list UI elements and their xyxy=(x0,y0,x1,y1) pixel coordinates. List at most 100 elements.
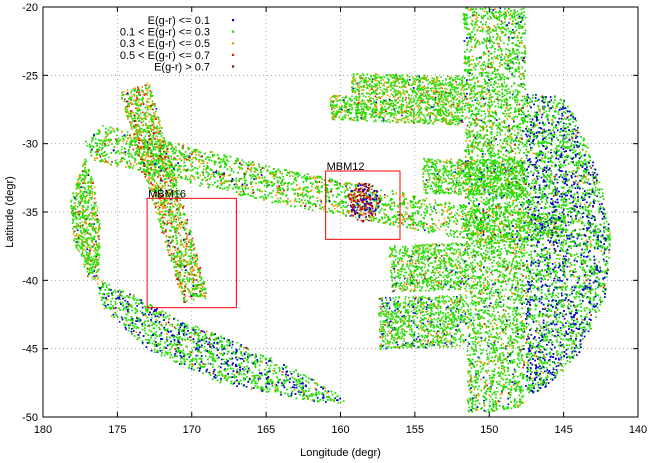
data-point xyxy=(430,227,432,229)
data-point xyxy=(223,175,225,177)
data-point xyxy=(177,171,179,173)
data-point xyxy=(247,188,249,190)
data-point xyxy=(443,225,445,227)
data-point xyxy=(415,228,417,230)
data-point xyxy=(483,230,485,232)
data-point xyxy=(337,182,339,184)
data-point xyxy=(514,220,516,222)
data-point xyxy=(94,159,96,161)
data-point xyxy=(243,161,245,163)
data-point xyxy=(392,193,394,195)
data-point xyxy=(200,152,202,154)
data-point xyxy=(406,227,408,229)
data-point xyxy=(175,179,177,181)
data-point xyxy=(203,174,205,176)
data-point xyxy=(175,165,177,167)
data-point xyxy=(183,156,185,158)
data-point xyxy=(435,202,437,204)
data-point xyxy=(135,159,137,161)
data-point xyxy=(303,181,305,183)
data-point xyxy=(526,224,528,226)
data-point xyxy=(391,202,393,204)
data-point xyxy=(393,202,395,204)
data-point xyxy=(453,207,455,209)
data-point xyxy=(389,219,391,221)
data-point xyxy=(441,223,443,225)
data-point xyxy=(290,205,292,207)
data-point xyxy=(309,206,311,208)
data-point xyxy=(401,222,403,224)
data-point xyxy=(264,185,266,187)
data-point xyxy=(90,150,92,152)
data-point xyxy=(449,221,451,223)
data-point xyxy=(282,193,284,195)
data-point xyxy=(315,205,317,207)
data-point xyxy=(179,165,181,167)
data-point xyxy=(181,154,183,156)
data-point xyxy=(535,226,537,228)
data-point xyxy=(296,184,298,186)
data-point xyxy=(98,139,100,141)
data-point xyxy=(287,198,289,200)
data-point xyxy=(301,177,303,179)
data-point xyxy=(187,149,189,151)
data-point xyxy=(402,194,404,196)
data-point xyxy=(404,199,406,201)
data-point xyxy=(191,159,193,161)
data-point xyxy=(306,178,308,180)
data-point xyxy=(509,227,511,229)
data-point xyxy=(98,129,100,131)
data-point xyxy=(264,190,266,192)
data-point xyxy=(330,191,332,193)
data-point xyxy=(451,234,453,236)
data-point xyxy=(242,164,244,166)
data-point xyxy=(289,175,291,177)
data-point xyxy=(106,153,108,155)
data-point xyxy=(179,158,181,160)
data-point xyxy=(277,198,279,200)
data-point xyxy=(443,210,445,212)
data-point xyxy=(483,212,485,214)
data-point xyxy=(263,199,265,201)
data-point xyxy=(477,236,479,238)
data-point xyxy=(104,161,106,163)
data-point xyxy=(99,149,101,151)
data-point xyxy=(303,176,305,178)
data-point xyxy=(439,229,441,231)
data-point xyxy=(527,233,529,235)
data-point xyxy=(109,163,111,165)
data-point xyxy=(340,185,342,187)
data-point xyxy=(396,219,398,221)
data-point xyxy=(226,159,228,161)
data-point xyxy=(192,162,194,164)
data-point xyxy=(410,205,412,207)
data-point xyxy=(101,144,103,146)
data-point xyxy=(175,150,177,152)
data-point xyxy=(536,235,538,237)
data-point xyxy=(397,206,399,208)
data-point xyxy=(281,192,283,194)
data-point xyxy=(102,125,104,127)
data-point xyxy=(106,139,108,141)
data-point xyxy=(103,139,105,141)
data-point xyxy=(196,159,198,161)
data-point xyxy=(432,211,434,213)
data-point xyxy=(255,176,257,178)
data-point xyxy=(318,192,320,194)
data-point xyxy=(166,164,168,166)
data-point xyxy=(406,207,408,209)
data-point xyxy=(320,208,322,210)
data-point xyxy=(457,236,459,238)
data-point xyxy=(214,164,216,166)
data-point xyxy=(461,211,463,213)
data-point xyxy=(404,214,406,216)
data-point xyxy=(134,144,136,146)
data-point xyxy=(297,172,299,174)
data-point xyxy=(540,221,542,223)
data-point xyxy=(277,177,279,179)
data-point xyxy=(393,223,395,225)
data-point xyxy=(276,192,278,194)
data-point xyxy=(378,221,380,223)
data-point xyxy=(424,200,426,202)
data-point xyxy=(201,160,203,162)
